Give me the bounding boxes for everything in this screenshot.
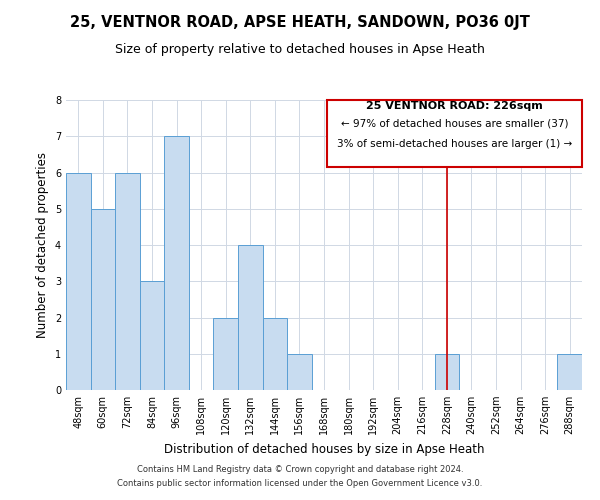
Y-axis label: Number of detached properties: Number of detached properties bbox=[37, 152, 49, 338]
Bar bbox=[214, 318, 238, 390]
Text: Size of property relative to detached houses in Apse Heath: Size of property relative to detached ho… bbox=[115, 42, 485, 56]
Text: 25 VENTNOR ROAD: 226sqm: 25 VENTNOR ROAD: 226sqm bbox=[366, 102, 542, 112]
X-axis label: Distribution of detached houses by size in Apse Heath: Distribution of detached houses by size … bbox=[164, 442, 484, 456]
Bar bbox=[238, 245, 263, 390]
Text: Contains HM Land Registry data © Crown copyright and database right 2024.
Contai: Contains HM Land Registry data © Crown c… bbox=[118, 466, 482, 487]
Bar bbox=[434, 354, 459, 390]
Text: ← 97% of detached houses are smaller (37): ← 97% of detached houses are smaller (37… bbox=[341, 119, 568, 129]
Bar bbox=[263, 318, 287, 390]
Text: 3% of semi-detached houses are larger (1) →: 3% of semi-detached houses are larger (1… bbox=[337, 139, 572, 149]
Bar bbox=[115, 172, 140, 390]
Bar bbox=[287, 354, 312, 390]
Text: 25, VENTNOR ROAD, APSE HEATH, SANDOWN, PO36 0JT: 25, VENTNOR ROAD, APSE HEATH, SANDOWN, P… bbox=[70, 15, 530, 30]
Bar bbox=[66, 172, 91, 390]
Bar bbox=[91, 209, 115, 390]
Bar bbox=[557, 354, 582, 390]
Bar bbox=[164, 136, 189, 390]
Bar bbox=[140, 281, 164, 390]
FancyBboxPatch shape bbox=[326, 100, 582, 166]
